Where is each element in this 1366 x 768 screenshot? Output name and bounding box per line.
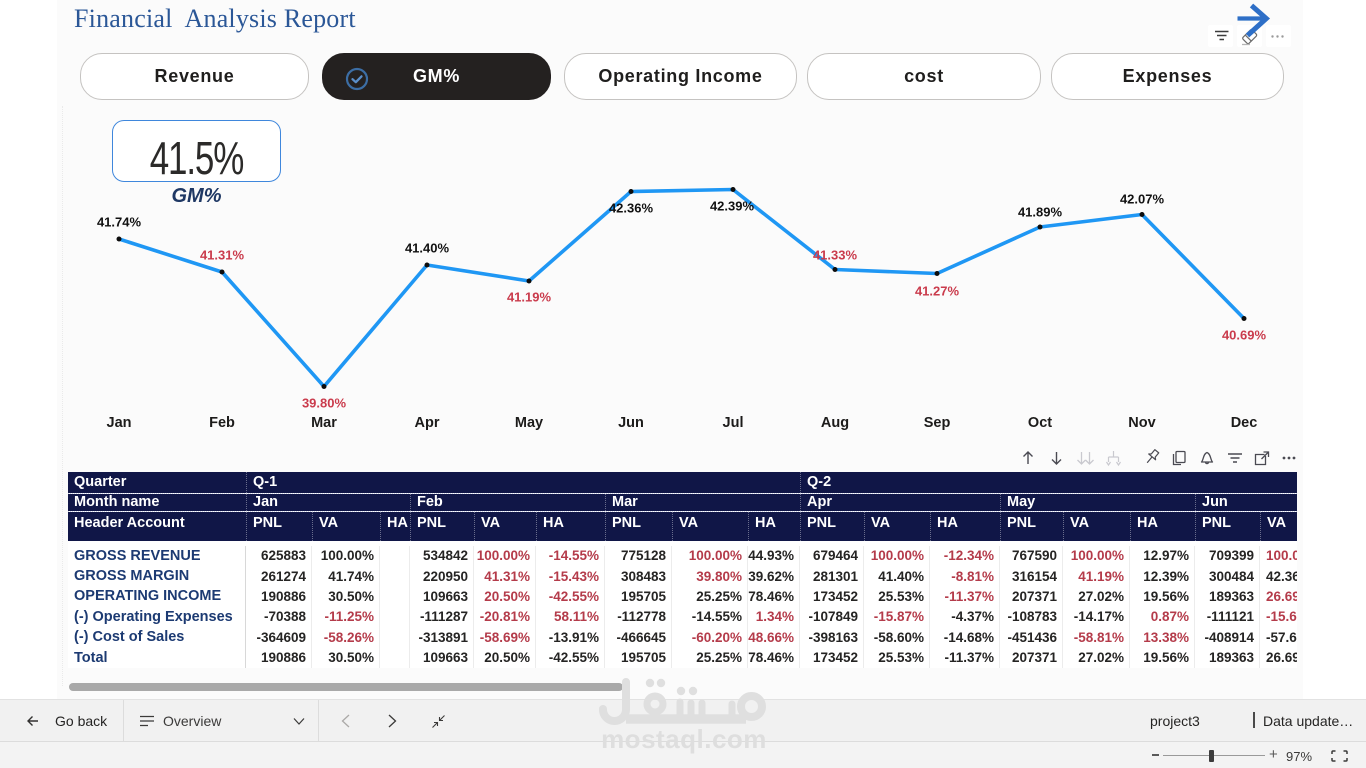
svg-text:mostaql.com: mostaql.com xyxy=(601,724,767,754)
